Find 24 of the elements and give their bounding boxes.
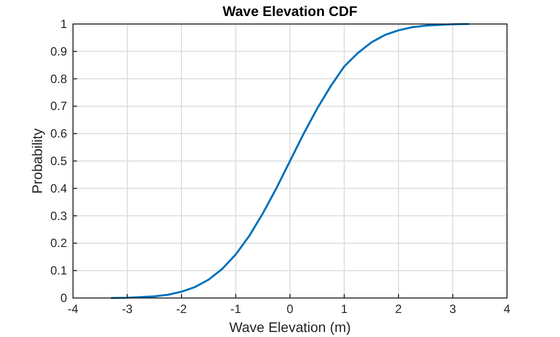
x-tick-label: 0 — [286, 302, 294, 316]
x-tick-label: -3 — [122, 302, 133, 316]
y-tick-label: 0.3 — [50, 208, 68, 223]
y-tick-label: 0.4 — [50, 181, 68, 196]
x-tick-label: 2 — [395, 302, 402, 316]
y-tick-label: 0.1 — [50, 264, 68, 278]
line-series — [110, 23, 470, 299]
y-tick-label: 0 — [60, 291, 68, 305]
x-tick-label: 3 — [449, 302, 456, 316]
x-tick-label: 1 — [340, 302, 348, 316]
x-tick-label: -2 — [176, 302, 188, 316]
y-tick-label: 0.6 — [50, 126, 68, 141]
x-tick-label: -4 — [68, 302, 79, 316]
y-axis-title: Probability — [29, 128, 45, 194]
x-axis-title: Wave Elevation (m) — [229, 319, 351, 335]
y-tick-label: 0.7 — [50, 99, 68, 114]
y-tick-label: 1 — [60, 17, 68, 31]
y-tick-label: 0.5 — [50, 154, 68, 168]
chart-title: Wave Elevation CDF — [222, 3, 358, 19]
y-tick-label: 0.8 — [50, 72, 68, 86]
y-tick-label: 0.2 — [50, 236, 68, 250]
x-tick-label: 4 — [504, 302, 511, 316]
y-tick-label: 0.9 — [50, 44, 68, 58]
x-tick-label: -1 — [230, 302, 242, 316]
